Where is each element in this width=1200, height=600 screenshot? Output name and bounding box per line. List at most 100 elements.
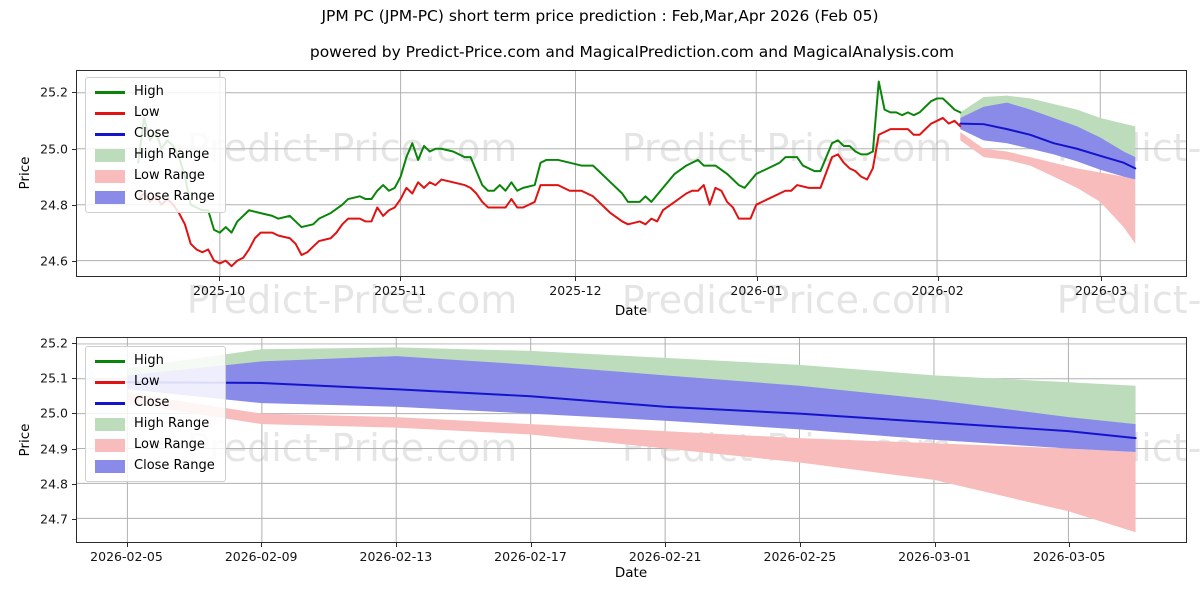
figure-title: JPM PC (JPM-PC) short term price predict… xyxy=(321,7,879,25)
tick-mark xyxy=(72,148,76,150)
tick-mark xyxy=(937,277,939,281)
bottom-chart-xtick-label: 2026-02-21 xyxy=(628,549,702,564)
watermark-text: Predict-Price.com xyxy=(186,278,518,322)
top-chart-ytick-label: 25.2 xyxy=(40,84,68,100)
tick-mark xyxy=(72,483,76,485)
tick-mark xyxy=(1069,543,1071,547)
watermark-text: Predict-Price.com xyxy=(186,126,518,170)
tick-mark xyxy=(72,413,76,415)
legend-label: Low xyxy=(134,373,160,389)
band-low-range xyxy=(127,392,1136,533)
bottom-chart-ytick-label: 25.2 xyxy=(40,335,68,351)
tick-mark xyxy=(261,543,263,547)
top-chart-xtick-label: 2026-02 xyxy=(911,283,964,298)
bottom-chart-xlabel: Date xyxy=(614,565,648,581)
top-chart-svg xyxy=(77,71,1186,276)
top-chart-xtick-label: 2025-10 xyxy=(192,283,246,298)
legend-close-swatch xyxy=(95,132,125,136)
legend-label: Close Range xyxy=(134,457,215,473)
legend-high-swatch xyxy=(95,90,125,94)
tick-mark xyxy=(126,543,128,547)
tick-mark xyxy=(575,277,577,281)
tick-mark xyxy=(530,543,532,547)
legend-low-range-swatch xyxy=(95,169,125,183)
tick-mark xyxy=(756,277,758,281)
legend-item-close: Close xyxy=(95,394,215,411)
tick-mark xyxy=(72,261,76,263)
bottom-chart-ytick-label: 25.1 xyxy=(40,370,68,386)
bottom-chart-svg xyxy=(77,338,1186,542)
top-chart-ytick-label: 24.6 xyxy=(40,253,68,269)
band-low-range xyxy=(960,132,1136,244)
top-chart-xtick-label: 2025-12 xyxy=(549,283,602,298)
legend-item-close: Close xyxy=(95,125,215,142)
legend-item-high: High xyxy=(95,84,215,100)
bottom-chart-xtick-label: 2026-02-13 xyxy=(359,549,433,564)
legend-close-range-swatch xyxy=(95,459,125,473)
legend-label: Low Range xyxy=(134,436,205,452)
tick-mark xyxy=(665,543,667,547)
legend-item-low: Low xyxy=(95,104,215,121)
watermark-text: Predict-Price.com xyxy=(186,426,518,470)
legend-low-range-swatch xyxy=(95,438,125,452)
legend-label: High Range xyxy=(134,415,210,431)
bottom-chart-plot: High Low Close High Range Low Range Close Ran… xyxy=(76,337,1187,543)
bottom-chart-xtick-label: 2026-02-17 xyxy=(494,549,567,564)
legend-item-high: High xyxy=(95,353,215,369)
top-chart-ylabel: Price xyxy=(17,156,33,190)
legend-close-swatch xyxy=(95,401,125,405)
line-high xyxy=(137,80,962,234)
legend-label: High xyxy=(134,84,164,99)
tick-mark xyxy=(400,277,402,281)
watermark-text: Predict-Price.com xyxy=(621,126,953,170)
tick-mark xyxy=(395,543,397,547)
bottom-chart-ytick-label: 24.7 xyxy=(40,511,68,527)
watermark-text: Predict-Price.com xyxy=(621,278,953,322)
legend-label: High Range xyxy=(134,146,210,162)
bottom-chart-xtick-label: 2026-03-01 xyxy=(898,549,971,564)
bottom-chart-ylabel: Price xyxy=(17,423,33,457)
top-chart-xtick-label: 2025-11 xyxy=(374,283,427,298)
legend-label: Low xyxy=(134,104,160,120)
legend-high-range-swatch xyxy=(95,148,125,162)
legend-item-close-range: Close Range xyxy=(95,188,215,205)
legend-low-swatch xyxy=(95,380,125,384)
legend-high-swatch xyxy=(95,359,125,363)
bottom-chart-ytick-label: 24.8 xyxy=(40,476,68,492)
legend-label: High xyxy=(134,353,164,368)
legend-label: Close Range xyxy=(134,188,215,204)
tick-mark xyxy=(72,448,76,450)
legend-label: Close xyxy=(134,394,170,410)
top-chart-plot: High Low Close High Range Low Range Close Ran… xyxy=(76,70,1187,277)
tick-mark xyxy=(72,92,76,94)
line-close xyxy=(126,381,1137,440)
legend-high-range-swatch xyxy=(95,417,125,431)
bottom-chart-ytick-label: 25.0 xyxy=(40,405,68,421)
legend-close-range-swatch xyxy=(95,190,125,204)
tick-mark xyxy=(72,519,76,521)
legend-low-swatch xyxy=(95,111,125,115)
legend-item-low: Low xyxy=(95,373,215,390)
bottom-chart-legend: High Low Close High Range Low Range Close Ran… xyxy=(85,346,226,482)
tick-mark xyxy=(1101,277,1103,281)
line-low xyxy=(137,116,962,268)
tick-mark xyxy=(934,543,936,547)
legend-item-high-range: High Range xyxy=(95,415,215,432)
legend-item-close-range: Close Range xyxy=(95,457,215,474)
figure-subtitle: powered by Predict-Price.com and Magical… xyxy=(309,43,955,61)
legend-item-low-range: Low Range xyxy=(95,436,215,453)
bottom-chart-ytick-label: 24.9 xyxy=(40,441,68,457)
legend-label: Low Range xyxy=(134,167,205,183)
tick-mark xyxy=(72,342,76,344)
legend-label: Close xyxy=(134,125,170,141)
bottom-chart-xtick-label: 2026-02-05 xyxy=(90,549,163,564)
tick-mark xyxy=(72,378,76,380)
top-chart-xlabel: Date xyxy=(614,303,648,319)
bottom-chart-xtick-label: 2026-02-25 xyxy=(763,549,837,564)
bottom-chart-xtick-label: 2026-03-05 xyxy=(1032,549,1106,564)
top-chart-xtick-label: 2026-03 xyxy=(1075,283,1128,298)
top-chart-ytick-label: 24.8 xyxy=(40,197,68,213)
tick-mark xyxy=(72,204,76,206)
legend-item-low-range: Low Range xyxy=(95,167,215,184)
